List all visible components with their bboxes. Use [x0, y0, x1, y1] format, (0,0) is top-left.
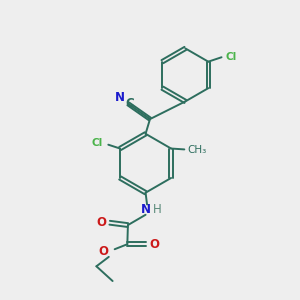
Text: H: H [153, 203, 162, 216]
Text: C: C [125, 98, 134, 110]
Text: Cl: Cl [226, 52, 237, 62]
Text: O: O [99, 245, 109, 258]
Text: N: N [141, 203, 151, 216]
Text: O: O [96, 216, 106, 229]
Text: Cl: Cl [91, 138, 102, 148]
Text: N: N [115, 91, 125, 104]
Text: CH₃: CH₃ [187, 145, 206, 155]
Text: O: O [149, 238, 159, 251]
